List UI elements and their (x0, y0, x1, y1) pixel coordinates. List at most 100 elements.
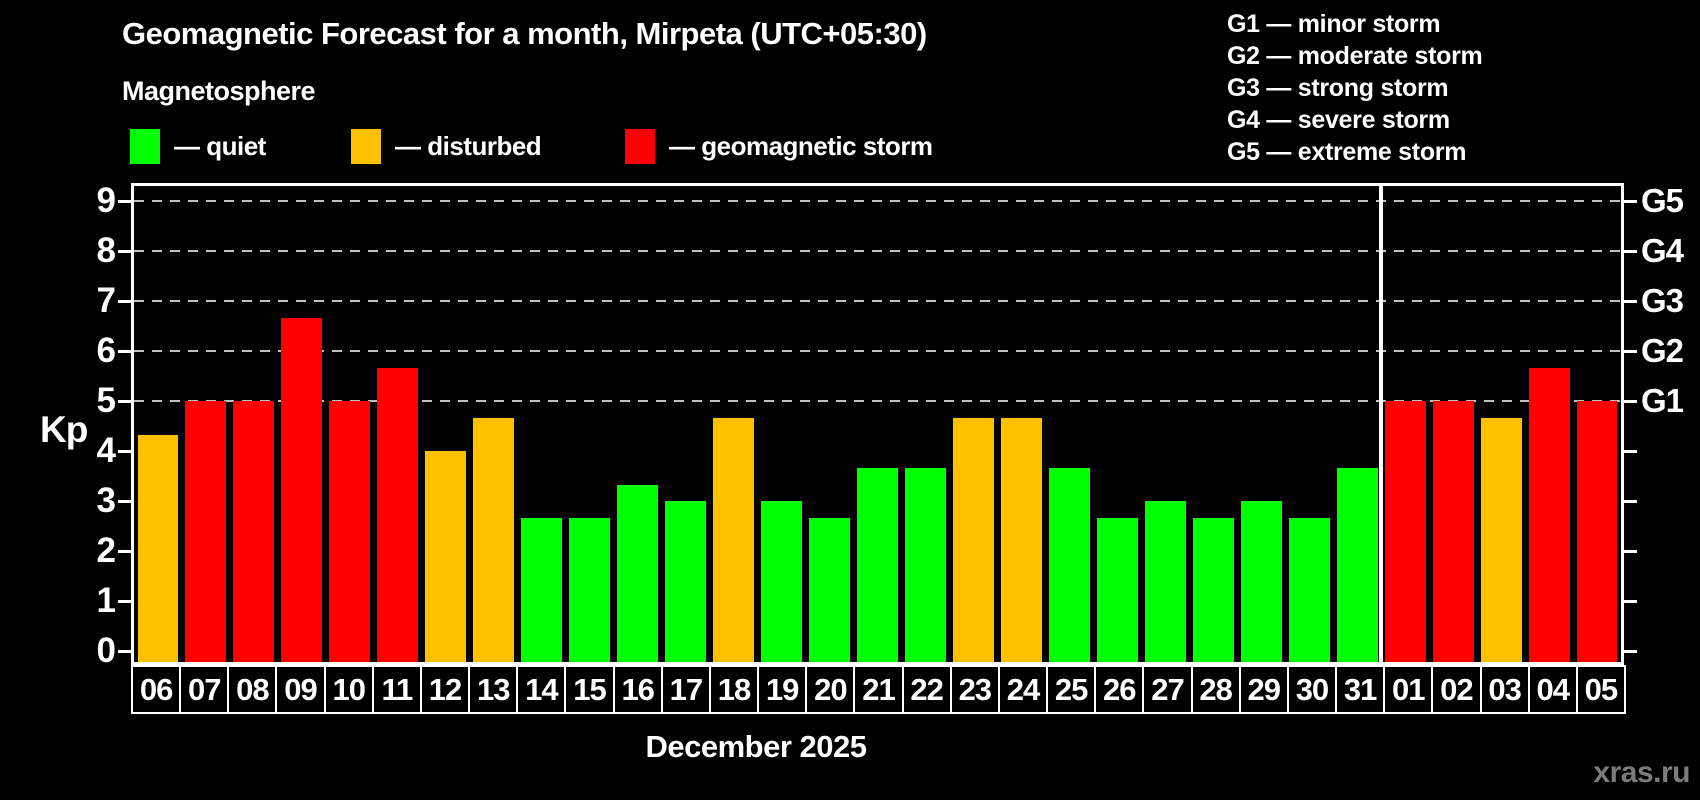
kp-bar-08 (233, 401, 275, 662)
x-axis-title-month: December 2025 (645, 729, 868, 764)
y-tick-7 (118, 299, 131, 303)
date-label-02: 02 (1431, 665, 1482, 714)
kp-bar-04 (1528, 367, 1570, 662)
date-label-20: 20 (805, 665, 856, 714)
kp-bar-01 (1384, 401, 1426, 662)
y-tick-label-7: 7 (96, 281, 116, 320)
date-label-26: 26 (1094, 665, 1145, 714)
y-axis-title-kp: Kp (40, 409, 88, 450)
legend-item-disturbed: — disturbed (351, 129, 542, 164)
subtitle-magnetosphere: Magnetosphere (122, 76, 316, 106)
date-label-23: 23 (949, 665, 1000, 714)
date-label-16: 16 (612, 665, 663, 714)
y-tick-5 (118, 399, 131, 403)
g-level-label-g1: G1 (1641, 382, 1684, 419)
date-label-18: 18 (708, 665, 760, 714)
kp-bar-27 (1144, 501, 1186, 662)
gridline-kp7 (134, 300, 1621, 302)
month-separator-line (1379, 186, 1384, 662)
y-tick-0 (118, 649, 131, 653)
kp-bar-07 (185, 401, 227, 662)
date-label-19: 19 (757, 665, 808, 714)
date-label-31: 31 (1335, 665, 1386, 714)
g-scale-legend: G1 — minor storm G2 — moderate storm G3 … (1227, 8, 1483, 168)
kp-bar-06 (137, 434, 179, 662)
y-tick-label-1: 1 (96, 581, 116, 620)
g3-legend-line: G3 — strong storm (1227, 74, 1449, 102)
y-tick-label-3: 3 (96, 481, 116, 520)
legend-item-quiet: — quiet (130, 129, 266, 164)
date-label-05: 05 (1575, 665, 1626, 714)
kp-bar-18 (713, 417, 755, 662)
date-label-30: 30 (1286, 665, 1338, 714)
legend-label-disturbed: — disturbed (395, 131, 542, 161)
kp-bar-11 (377, 367, 419, 662)
date-label-21: 21 (853, 665, 904, 714)
date-label-14: 14 (516, 665, 567, 714)
g-level-label-g5: G5 (1641, 182, 1684, 219)
kp-bar-26 (1096, 517, 1138, 662)
y-tick-label-6: 6 (96, 331, 116, 370)
legend-item-storm: — geomagnetic storm (625, 129, 933, 164)
date-label-10: 10 (323, 665, 374, 714)
right-tick-7 (1624, 299, 1637, 303)
kp-bar-16 (617, 484, 659, 662)
kp-bar-31 (1336, 467, 1378, 662)
date-label-06: 06 (131, 665, 182, 714)
y-tick-1 (118, 599, 131, 603)
right-tick-1 (1624, 599, 1637, 603)
right-tick-6 (1624, 349, 1637, 353)
plot-area (131, 183, 1624, 665)
kp-bar-22 (904, 467, 946, 662)
y-tick-label-5: 5 (96, 381, 116, 420)
date-label-24: 24 (997, 665, 1049, 714)
date-label-09: 09 (275, 665, 326, 714)
y-tick-label-2: 2 (96, 531, 116, 570)
gridline-kp5 (134, 400, 1621, 402)
kp-bar-29 (1240, 501, 1282, 662)
kp-bar-15 (569, 517, 611, 662)
date-label-17: 17 (660, 665, 711, 714)
y-tick-6 (118, 349, 131, 353)
kp-bar-10 (329, 401, 371, 662)
kp-bar-17 (665, 501, 707, 662)
date-label-27: 27 (1142, 665, 1193, 714)
y-tick-4 (118, 449, 131, 453)
right-tick-3 (1624, 499, 1637, 503)
kp-bar-25 (1048, 467, 1090, 662)
right-tick-5 (1624, 399, 1637, 403)
date-label-08: 08 (227, 665, 278, 714)
g-level-label-g3: G3 (1641, 282, 1684, 319)
kp-bar-12 (425, 451, 467, 662)
y-tick-label-4: 4 (96, 431, 116, 470)
date-label-15: 15 (564, 665, 615, 714)
gridline-kp6 (134, 350, 1621, 352)
date-label-04: 04 (1527, 665, 1578, 714)
kp-bar-14 (521, 517, 563, 662)
y-tick-8 (118, 249, 131, 253)
kp-bar-03 (1480, 417, 1522, 662)
kp-bar-24 (1000, 417, 1042, 662)
date-label-25: 25 (1046, 665, 1097, 714)
kp-bar-28 (1192, 517, 1234, 662)
legend-label-quiet: — quiet (174, 131, 266, 161)
quiet-color-swatch (130, 129, 160, 164)
date-label-03: 03 (1479, 665, 1530, 714)
right-tick-9 (1624, 199, 1637, 203)
right-tick-8 (1624, 249, 1637, 253)
kp-bar-19 (761, 501, 803, 662)
kp-bar-05 (1576, 401, 1618, 662)
g5-legend-line: G5 — extreme storm (1227, 138, 1467, 166)
date-label-22: 22 (901, 665, 952, 714)
date-label-29: 29 (1238, 665, 1289, 714)
date-label-12: 12 (419, 665, 471, 714)
watermark-xras: xras.ru (1593, 756, 1690, 789)
right-tick-0 (1624, 649, 1637, 653)
right-tick-4 (1624, 449, 1637, 453)
y-tick-label-9: 9 (96, 181, 116, 220)
gridline-kp9 (134, 200, 1621, 202)
g2-legend-line: G2 — moderate storm (1227, 42, 1483, 70)
y-tick-3 (118, 499, 131, 503)
y-tick-label-0: 0 (96, 631, 116, 670)
